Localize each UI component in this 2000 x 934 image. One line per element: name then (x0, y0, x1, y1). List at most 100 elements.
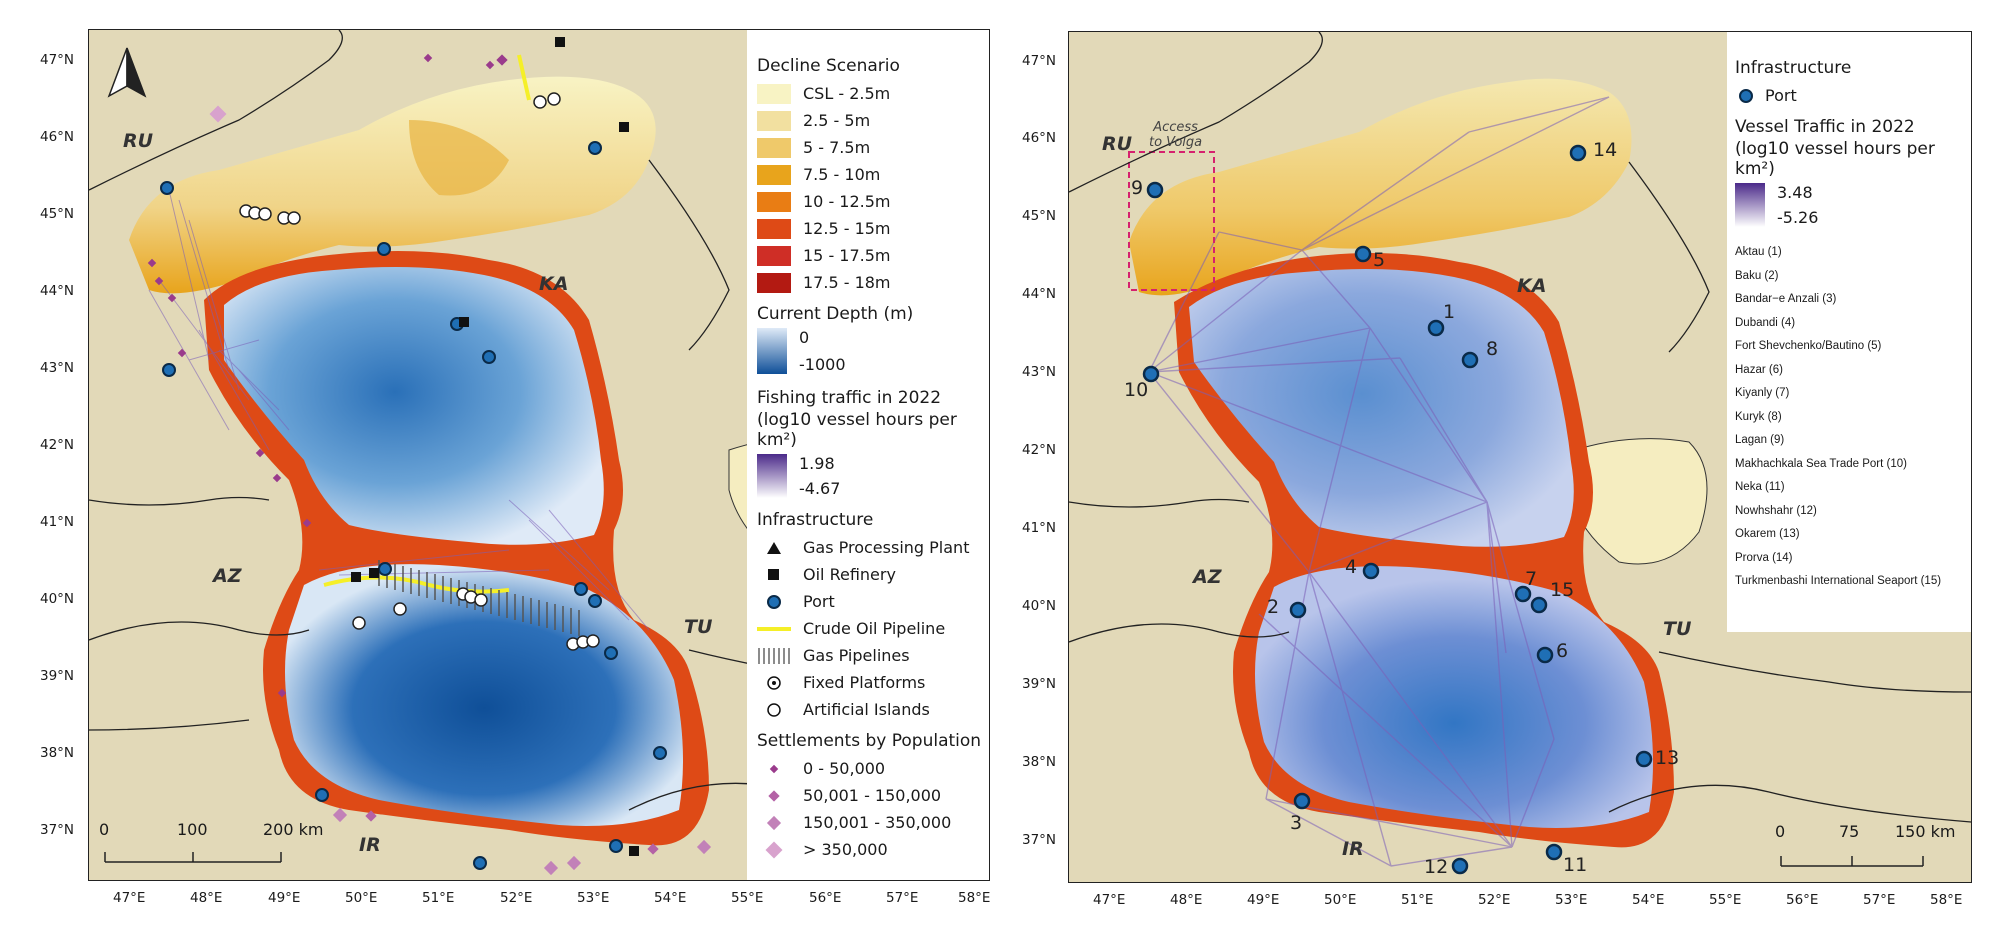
left-map-canvas (89, 30, 989, 876)
left-lon-tick: 51°E (422, 890, 455, 906)
port-number: 12 (1424, 856, 1449, 878)
port-number: 13 (1655, 747, 1680, 769)
traffic-colorbar: 3.48 -5.26 (1735, 183, 1971, 227)
left-lon-tick: 57°E (886, 890, 919, 906)
right-lon-tick: 50°E (1324, 892, 1357, 908)
decline-item: 15 - 17.5m (757, 242, 989, 269)
right-scale-0: 0 (1775, 822, 1786, 841)
decline-title: Decline Scenario (757, 56, 900, 76)
access-label-line1: Access (1153, 120, 1198, 135)
gas-pipelines (378, 560, 580, 636)
settle-title: Settlements by Population (757, 731, 982, 751)
port-list-item: Neka (11) (1735, 481, 1785, 493)
port-number: 5 (1373, 249, 1386, 271)
right-lon-tick: 53°E (1555, 892, 1588, 908)
right-lat-tick: 45°N (1022, 208, 1057, 224)
right-lat-tick: 39°N (1022, 676, 1057, 692)
port-list-item: Hazar (6) (1735, 363, 1783, 376)
south-basin (1255, 566, 1653, 828)
right-lat-tick: 44°N (1022, 286, 1057, 302)
port-list-item: Nowhshahr (12) (1735, 504, 1817, 517)
right-lon-tick: 47°E (1093, 892, 1126, 908)
port-number: 11 (1563, 854, 1588, 876)
country-borders (1069, 32, 1971, 823)
right-lon-tick: 48°E (1170, 892, 1203, 908)
right-lon-tick: 56°E (1786, 892, 1819, 908)
south-basin (285, 564, 683, 826)
port-number: 3 (1290, 812, 1303, 834)
right-lat-tick: 47°N (1022, 53, 1057, 69)
port-list-item: Kuryk (8) (1735, 410, 1782, 423)
left-lat-tick: 43°N (40, 360, 75, 376)
port-list-item: Baku (2) (1735, 269, 1779, 282)
port-number: 7 (1525, 568, 1538, 590)
decline-item: 7.5 - 10m (757, 161, 989, 188)
left-map-frame: RU KA AZ TU IR 0 100 200 km Decline Scen… (88, 29, 990, 881)
left-lat-tick: 38°N (40, 745, 75, 761)
right-lon-tick: 54°E (1632, 892, 1665, 908)
left-lat-tick: 41°N (40, 514, 75, 530)
decline-item: 12.5 - 15m (757, 215, 989, 242)
left-lon-tick: 53°E (577, 890, 610, 906)
right-map-canvas (1069, 32, 1971, 875)
left-lat-tick: 39°N (40, 668, 75, 684)
country-ka: KA (539, 273, 569, 295)
port-number: 15 (1550, 579, 1575, 601)
country-ir: IR (1342, 838, 1364, 860)
decline-item: 17.5 - 18m (757, 269, 989, 296)
decline-item: 10 - 12.5m (757, 188, 989, 215)
legend-gas-pipelines: Gas Pipelines (758, 646, 910, 665)
traffic-title: Vessel Traffic in 2022 (1735, 117, 1915, 137)
port-list-item: Makhachkala Sea Trade Port (10) (1735, 457, 1907, 470)
north-caspian-decline (129, 76, 656, 294)
left-scale-bar (104, 852, 282, 863)
left-lat-tick: 44°N (40, 283, 75, 299)
left-lon-tick: 50°E (345, 890, 378, 906)
decline-item: 5 - 7.5m (757, 134, 989, 161)
port-number: 10 (1124, 379, 1149, 401)
port-number: 9 (1131, 177, 1144, 199)
left-lon-tick: 55°E (731, 890, 764, 906)
left-scale-100: 100 (177, 820, 208, 839)
port-list-item: Bandar−e Anzali (3) (1735, 293, 1837, 305)
left-lon-tick: 52°E (500, 890, 533, 906)
left-lon-tick: 56°E (809, 890, 842, 906)
north-arrow-icon (107, 47, 147, 98)
access-to-volga-label: Access to Volga (1149, 120, 1202, 150)
right-legend-port: Port (1735, 82, 1971, 109)
infra-title: Infrastructure (757, 510, 874, 530)
left-lon-tick: 49°E (268, 890, 301, 906)
right-legend: Infrastructure Port Vessel Traffic in 20… (1727, 32, 1971, 632)
port-number: 6 (1556, 640, 1569, 662)
port-list-item: Okarem (13) (1735, 528, 1800, 540)
right-lon-tick: 55°E (1709, 892, 1742, 908)
left-scale-0: 0 (99, 820, 110, 839)
port-number: 4 (1345, 556, 1358, 578)
right-lon-tick: 49°E (1247, 892, 1280, 908)
port-number: 1 (1443, 301, 1456, 323)
port-list: Aktau (1) Baku (2) Bandar−e Anzali (3) D… (1735, 241, 1971, 594)
country-tu: TU (1663, 618, 1692, 640)
right-lat-tick: 38°N (1022, 754, 1057, 770)
legend-fixed-platforms: Fixed Platforms (757, 669, 989, 696)
country-tu: TU (684, 616, 713, 638)
right-lon-tick: 58°E (1930, 892, 1963, 908)
legend-gas-plant: Gas Processing Plant (757, 534, 989, 561)
legend-settlement-xlarge: > 350,000 (757, 836, 989, 863)
fishing-units: (log10 vessel hours per km²) (757, 410, 957, 450)
right-lat-tick: 41°N (1022, 520, 1057, 536)
port-list-item: Aktau (1) (1735, 246, 1782, 258)
depth-title: Current Depth (m) (757, 304, 914, 324)
left-lon-tick: 54°E (654, 890, 687, 906)
left-lat-tick: 46°N (40, 129, 75, 145)
country-az: AZ (1193, 566, 1222, 588)
left-lat-tick: 40°N (40, 591, 75, 607)
country-ir: IR (359, 834, 381, 856)
decline-item: CSL - 2.5m (757, 80, 989, 107)
fishing-traffic (148, 189, 650, 631)
left-scale-200: 200 km (263, 820, 324, 839)
refinery-markers (351, 37, 639, 856)
right-scale-bar (1780, 856, 1924, 867)
country-az: AZ (213, 565, 242, 587)
right-lon-tick: 52°E (1478, 892, 1511, 908)
